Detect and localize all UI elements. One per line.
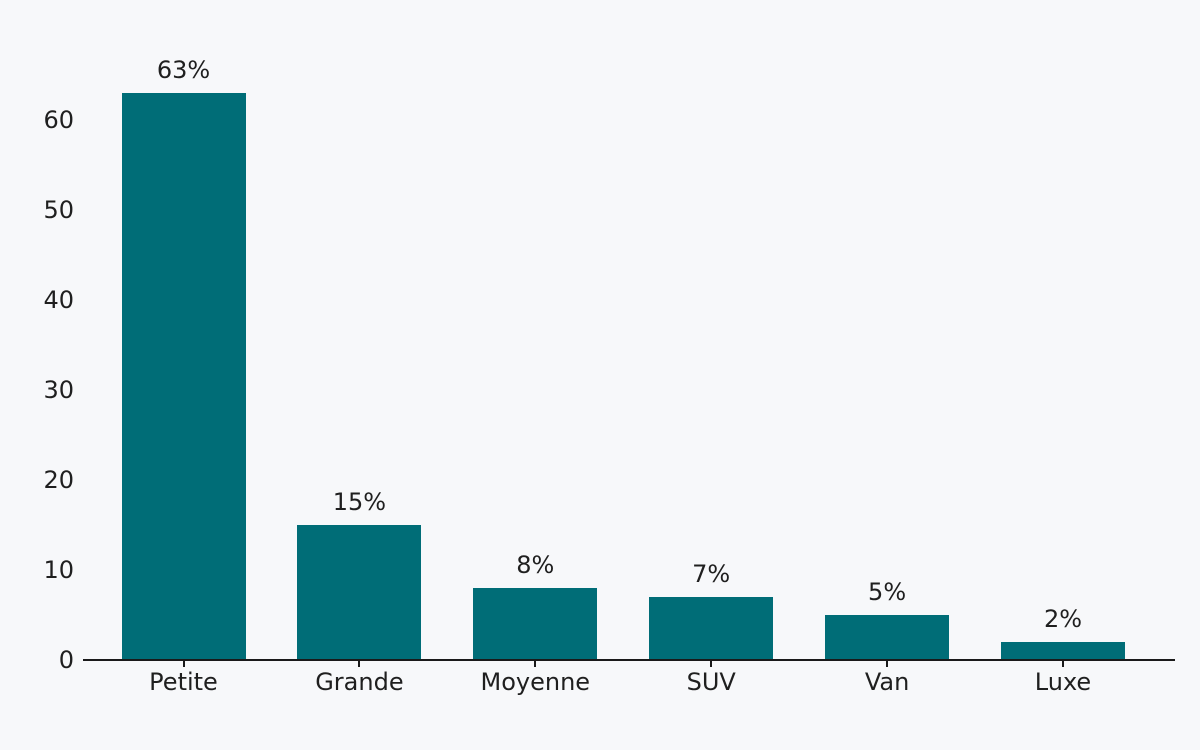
bar <box>649 597 774 660</box>
x-axis-tick <box>358 661 361 667</box>
bar-value-label: 8% <box>516 551 555 579</box>
x-axis-tick <box>1062 661 1064 667</box>
bar <box>1001 642 1125 660</box>
x-axis-tick <box>710 661 713 667</box>
bar <box>473 588 598 660</box>
bar-value-label: 15% <box>332 488 387 516</box>
x-axis-category-label: Luxe <box>1034 668 1092 696</box>
x-axis-tick <box>886 661 889 667</box>
bar-value-label: 5% <box>868 578 907 606</box>
x-axis-tick <box>182 661 185 667</box>
bar <box>121 93 246 660</box>
y-axis-tick-label: 60 <box>43 106 74 134</box>
x-axis-category-label: Grande <box>315 668 404 696</box>
x-axis-tick <box>534 661 537 667</box>
bar-value-label: 2% <box>1043 605 1083 633</box>
y-axis-tick-label: 0 <box>58 646 74 674</box>
x-axis-line <box>83 659 1175 661</box>
x-axis-category-label: Petite <box>149 668 218 696</box>
y-axis-tick-label: 20 <box>43 466 74 494</box>
y-axis-tick-label: 10 <box>43 556 74 584</box>
bar-value-label: 63% <box>156 56 211 84</box>
y-axis-tick-label: 40 <box>43 286 74 314</box>
y-axis-tick-label: 30 <box>43 376 74 404</box>
bar-value-label: 7% <box>692 560 731 588</box>
x-axis-category-label: Van <box>864 668 910 696</box>
x-axis-category-label: Moyenne <box>480 668 591 696</box>
y-axis-tick-label: 50 <box>43 196 74 224</box>
bar <box>825 615 950 660</box>
x-axis-category-label: SUV <box>686 668 736 696</box>
bar <box>297 525 422 660</box>
